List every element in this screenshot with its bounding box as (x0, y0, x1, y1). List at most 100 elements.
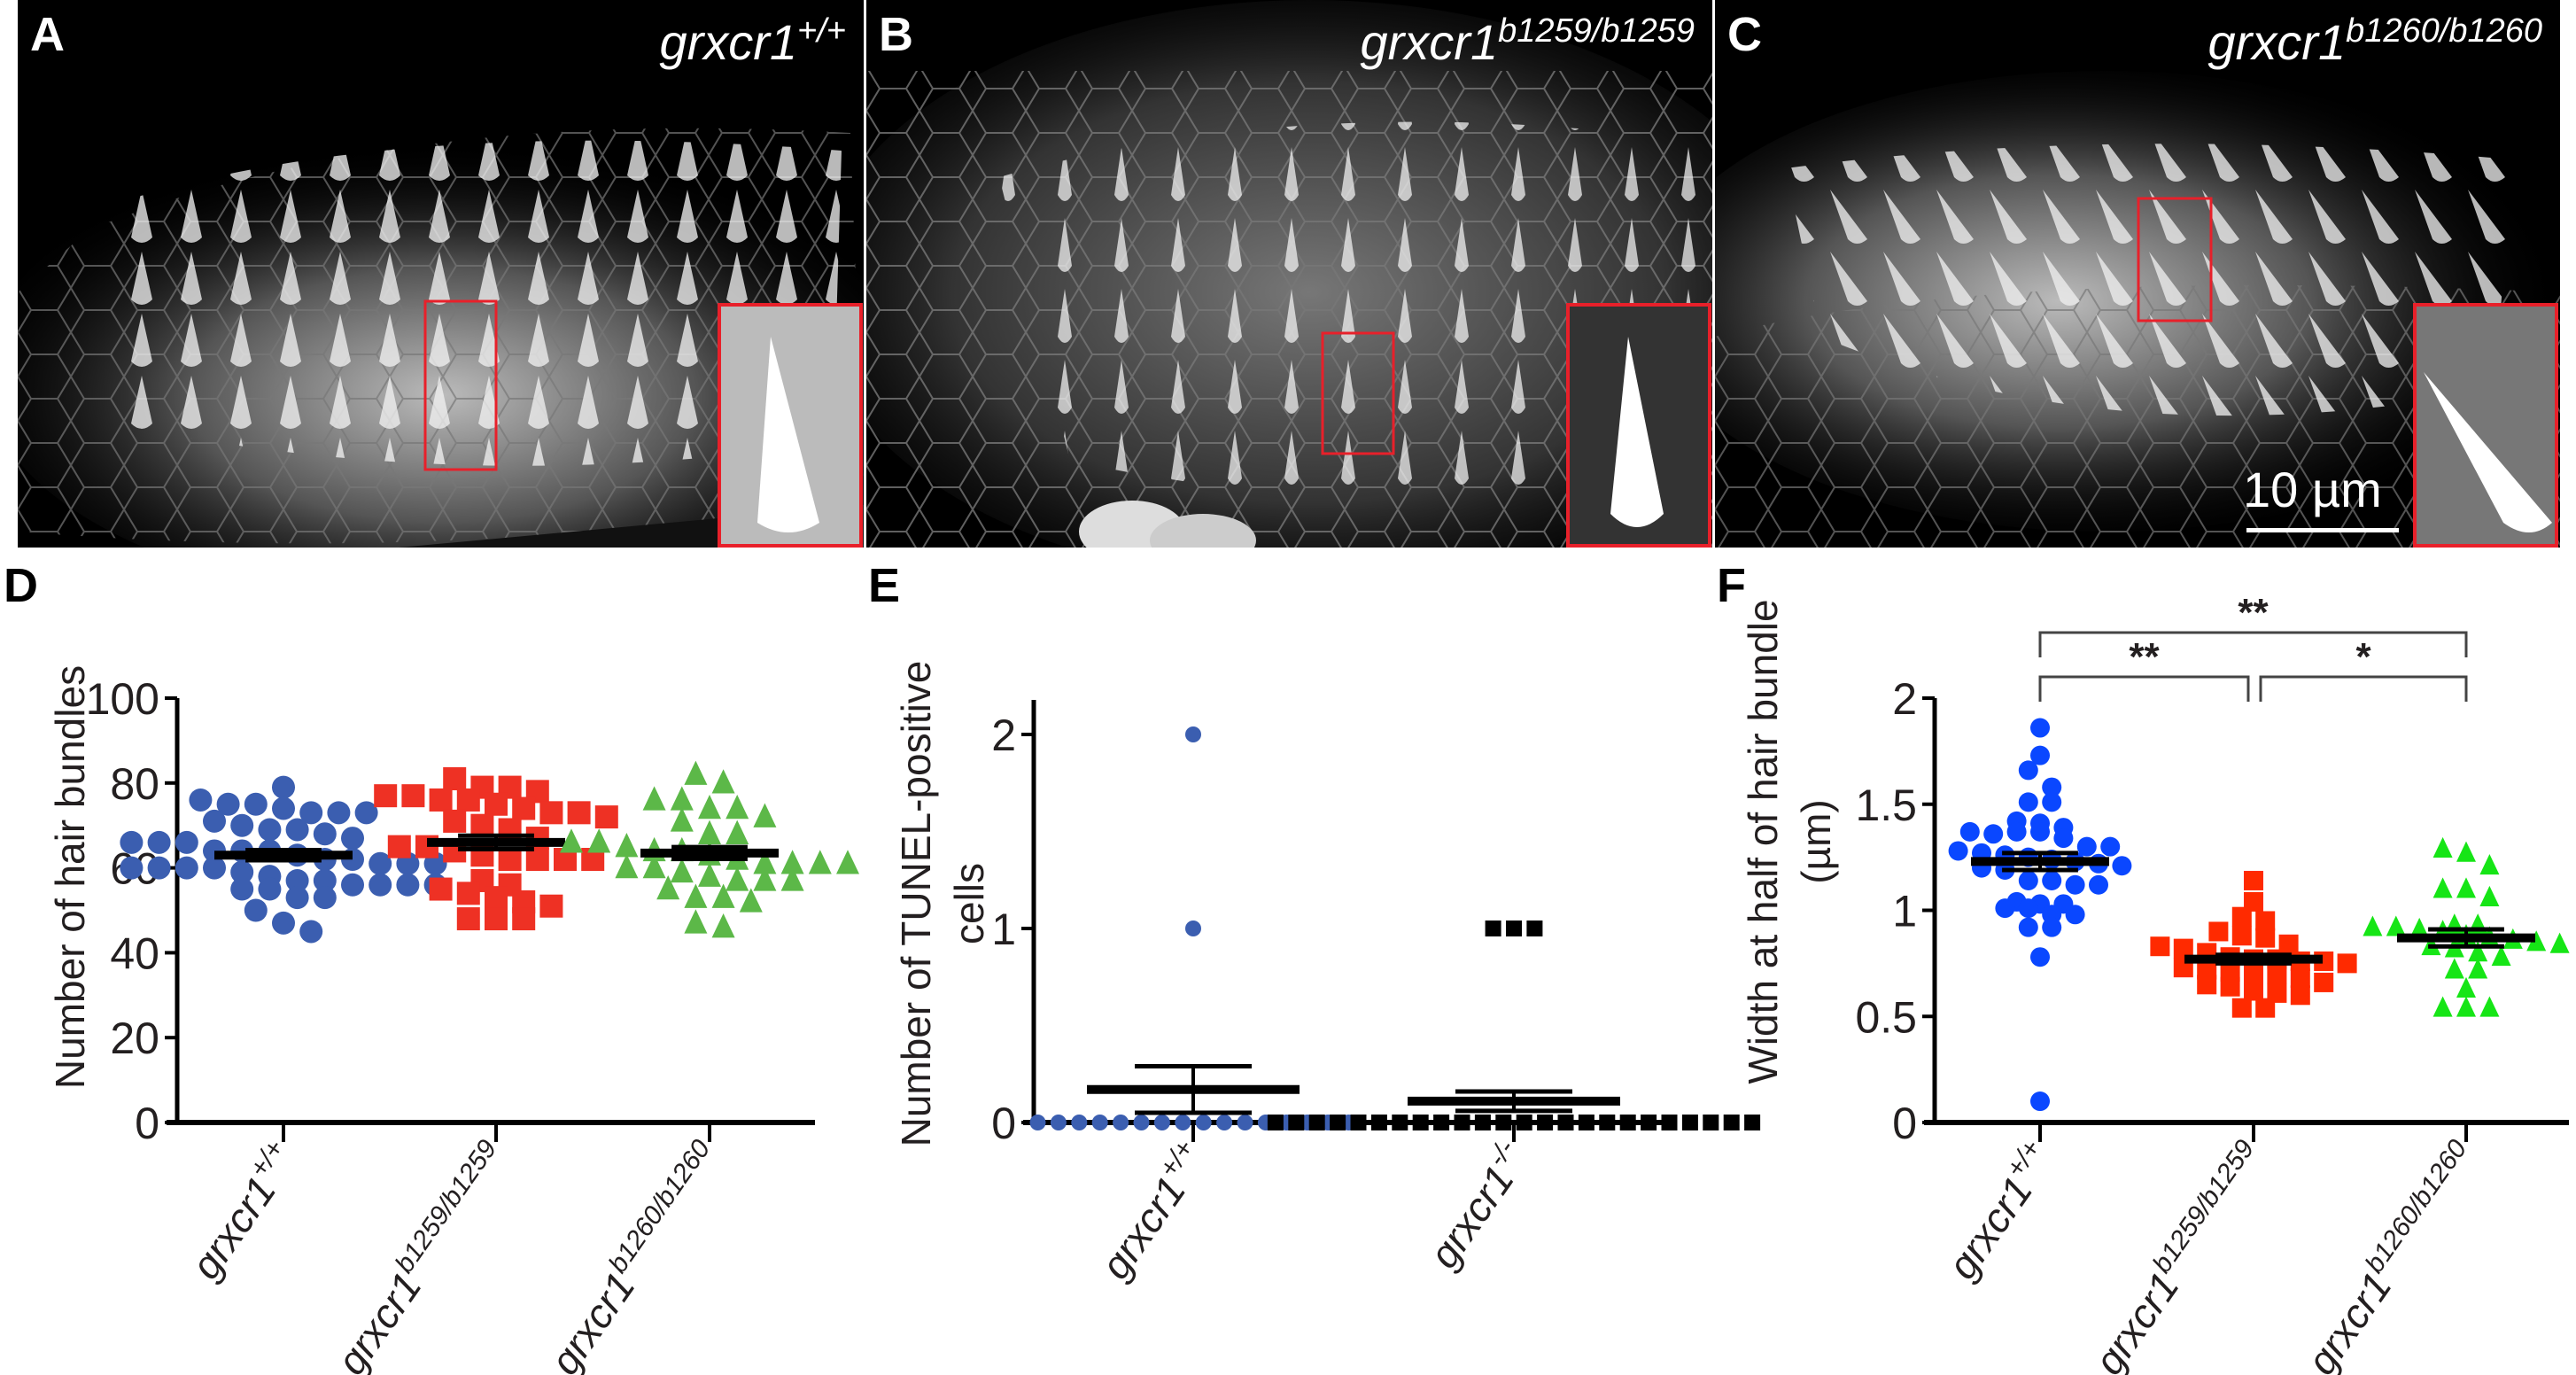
y-tick-label: 1 (991, 905, 1016, 954)
data-point-square (2290, 968, 2310, 989)
data-point-square (1506, 921, 1522, 936)
data-point-triangle (670, 858, 694, 883)
data-point-square (387, 835, 411, 858)
data-point-circle (244, 792, 268, 816)
data-point-triangle (808, 850, 832, 874)
data-point-circle (369, 873, 392, 897)
scale-bar-label: 10 µm (2243, 462, 2382, 517)
y-tick-label: 100 (86, 674, 159, 724)
panel-b-image: B grxcr1b1259/b1259 (866, 0, 1712, 548)
data-point-circle (1091, 1115, 1108, 1130)
data-point-circle (313, 868, 337, 892)
data-point-triangle (2432, 836, 2453, 858)
genotype-base: grxcr1 (2085, 1263, 2188, 1375)
data-point-triangle (753, 866, 777, 891)
data-point-circle (2006, 821, 2027, 842)
data-point-square (485, 886, 508, 910)
data-point-circle (2042, 792, 2062, 812)
data-point-circle (272, 911, 295, 935)
data-point-square (567, 801, 591, 825)
data-point-square (1661, 1115, 1678, 1130)
data-point-square (374, 784, 398, 808)
data-point-circle (2018, 870, 2038, 890)
y-tick-label: 40 (110, 928, 159, 978)
data-point-circle (2018, 898, 2038, 919)
inset-region-box (2137, 197, 2213, 322)
data-point-triangle (642, 786, 666, 811)
data-point-circle (341, 827, 364, 851)
data-point-circle (2076, 836, 2097, 857)
data-point-square (443, 809, 467, 833)
data-point-circle (2089, 874, 2108, 895)
data-point-square (470, 813, 494, 837)
data-point-circle (2065, 905, 2085, 925)
data-point-square (1350, 1115, 1367, 1130)
data-point-circle (1071, 1115, 1088, 1130)
panel-label-b: B (879, 8, 913, 61)
significance-label: ** (2129, 635, 2160, 679)
data-point-square (1330, 1115, 1346, 1130)
data-point-circle (2042, 777, 2062, 797)
data-point-triangle (642, 854, 666, 879)
data-point-circle (1185, 921, 1201, 936)
data-point-triangle (2468, 958, 2488, 979)
data-point-square (2197, 975, 2217, 995)
data-point-triangle (2491, 944, 2511, 967)
x-tick-label: grxcr1b1260/b1260 (2295, 1134, 2490, 1375)
y-tick-label: 0.5 (1855, 992, 1917, 1042)
data-point-circle (272, 775, 295, 799)
data-point-square (2220, 961, 2240, 982)
data-point-triangle (698, 862, 721, 887)
genotype-base: grxcr1 (541, 1263, 644, 1375)
data-point-triangle (698, 794, 721, 820)
data-point-triangle (587, 828, 611, 853)
x-tick-label: grxcr1b1259/b1259 (2083, 1134, 2277, 1375)
genotype-base: grxcr1 (1420, 1157, 1523, 1277)
data-point-circle (230, 877, 254, 901)
data-point-circle (299, 920, 323, 944)
data-point-square (485, 907, 508, 931)
data-point-square (2173, 938, 2193, 959)
data-point-circle (120, 856, 144, 880)
data-point-square (498, 848, 522, 872)
panel-label-f: F (1717, 559, 1746, 612)
data-point-triangle (2456, 877, 2476, 898)
data-point-square (1308, 1115, 1325, 1130)
genotype-superscript: b1260/b1260 (603, 1134, 717, 1278)
data-point-square (2267, 964, 2287, 984)
data-point-triangle (711, 883, 735, 908)
data-point-square (512, 907, 536, 931)
data-point-square (1723, 1115, 1740, 1130)
data-point-triangle (2549, 932, 2570, 953)
data-point-triangle (2432, 996, 2453, 1017)
hair-bundle-micrograph-a (18, 128, 864, 548)
data-point-circle (2030, 821, 2050, 842)
data-point-square (2197, 959, 2217, 980)
genotype-superscript: b1260/b1260 (2360, 1134, 2473, 1278)
data-point-circle (299, 801, 323, 825)
data-point-square (1619, 1115, 1636, 1130)
data-point-square (1537, 1115, 1554, 1130)
genotype-superscript: b1259/b1259 (390, 1134, 503, 1278)
data-point-circle (203, 856, 226, 880)
data-point-circle (1948, 841, 1968, 861)
data-point-square (539, 801, 563, 825)
data-point-triangle (2444, 958, 2464, 979)
data-point-triangle (2479, 996, 2500, 1017)
data-point-circle (1195, 1115, 1212, 1130)
data-point-triangle (656, 874, 680, 900)
data-point-circle (230, 813, 254, 837)
data-point-square (1267, 1115, 1284, 1130)
data-point-circle (1175, 1115, 1191, 1130)
data-point-square (1641, 1115, 1657, 1130)
data-point-circle (175, 830, 198, 854)
x-tick-label: grxcr1+/+ (1089, 1135, 1216, 1287)
data-point-square (456, 882, 480, 905)
data-point-triangle (753, 850, 777, 874)
data-point-square (1599, 1115, 1616, 1130)
significance-label: * (2355, 635, 2371, 679)
chart-D: 020406080100grxcr1+/+grxcr1b1259/b1259gr… (86, 674, 859, 1375)
data-point-square (512, 796, 536, 820)
data-point-circle (396, 873, 420, 897)
x-tick-label: grxcr1+/+ (1936, 1135, 2063, 1287)
